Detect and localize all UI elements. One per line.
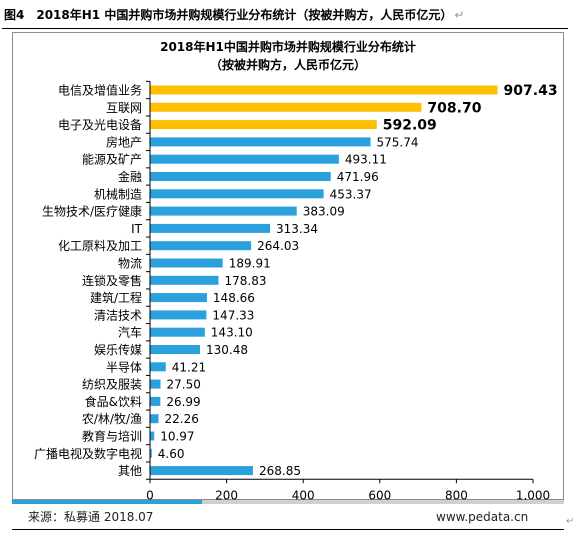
bar [150,327,205,337]
category-label: 清洁技术 [94,308,142,322]
bar [150,189,324,199]
bar [150,310,207,320]
source-band-accent [12,500,202,504]
bars-layer: 电信及增值业务 907.43 互联网 708.70 电子及光电设备 592.09 房地产 57… [34,83,558,479]
source-url: www.pedata.cn [436,510,529,524]
category-label: 其他 [118,464,142,478]
category-label: IT [131,222,143,236]
category-label: 房地产 [106,134,142,149]
category-label: 能源及矿产 [82,153,142,167]
x-tick-label: 400 [292,488,315,500]
caption-divider [2,28,568,29]
data-label: 268.85 [259,464,301,478]
data-label: 907.43 [504,83,558,99]
data-label: 383.09 [303,205,345,219]
data-label: 130.48 [206,343,248,357]
category-label: 物流 [118,257,142,271]
bar [150,379,161,389]
figure-caption-text: 图4 2018年H1 中国并购市场并购规模行业分布统计（按被并购方，人民币亿元） [4,8,453,22]
bar [150,414,159,424]
x-tick-label: 600 [368,488,391,500]
bar [150,172,331,181]
x-tick-label: 200 [215,488,238,500]
x-tick-label: 0 [146,488,154,500]
data-label: 148.66 [213,291,255,305]
source-band [202,500,564,504]
data-label: 708.70 [427,100,481,116]
data-label: 4.60 [158,447,185,461]
bar [150,396,161,406]
axis-layer: 0 200 400 600 800 1,000 [146,80,550,500]
category-label: 连锁及零售 [82,273,142,288]
data-label: 313.34 [276,222,318,236]
data-label: 493.11 [345,153,387,167]
category-label: 电信及增值业务 [58,83,142,98]
bar [150,223,271,233]
data-label: 453.37 [330,187,372,201]
data-label: 575.74 [377,135,419,149]
figure-caption: 图4 2018年H1 中国并购市场并购规模行业分布统计（按被并购方，人民币亿元）… [4,4,564,26]
bar [150,102,422,112]
category-label: 纺织及服装 [82,378,142,392]
chart-frame: 2018年H1中国并购市场并购规模行业分布统计 （按被并购方，人民币亿元） 电信… [12,32,564,500]
category-label: 汽车 [118,325,142,340]
category-label: 电子及光电设备 [58,118,142,132]
data-label: 143.10 [211,326,253,340]
data-label: 26.99 [166,395,200,409]
category-label: 建筑/工程 [90,290,142,305]
category-label: 机械制造 [94,186,142,201]
bar [150,362,166,372]
bottom-divider [12,529,564,530]
category-label: 娱乐传媒 [94,342,142,357]
data-label: 147.33 [212,308,254,322]
bar [150,241,252,251]
data-label: 189.91 [229,257,271,271]
data-label: 178.83 [224,274,266,288]
bar [150,85,498,95]
bar-chart: 2018年H1中国并购市场并购规模行业分布统计 （按被并购方，人民币亿元） 电信… [12,32,564,500]
category-label: 生物技术/医疗健康 [42,204,142,219]
category-label: 化工原料及加工 [58,239,142,253]
x-tick-label: 800 [445,488,468,500]
data-label: 264.03 [257,239,299,253]
x-tick-label: 1,000 [516,488,550,500]
bar [150,120,377,130]
bar [150,448,152,458]
data-label: 592.09 [383,118,437,134]
bar [150,275,219,285]
data-label: 27.50 [167,378,201,392]
bar [150,137,371,147]
data-label: 41.21 [172,360,206,374]
category-label: 广播电视及数字电视 [34,446,142,461]
bar [150,258,223,268]
category-label: 食品&饮料 [85,394,142,409]
bar [150,206,297,216]
category-label: 互联网 [106,101,142,115]
bar [150,293,207,303]
data-label: 22.26 [165,412,199,426]
chart-subtitle: （按被并购方，人民币亿元） [210,57,366,72]
paragraph-mark-icon: ↵ [566,516,575,527]
category-label: 金融 [118,169,142,184]
paragraph-mark-icon: ↵ [454,8,465,22]
chart-title: 2018年H1中国并购市场并购规模行业分布统计 [160,39,416,54]
bar [150,466,253,476]
bar [150,154,339,164]
category-label: 农/林/牧/渔 [82,412,142,426]
source-label: 来源：私募通 2018.07 [28,510,154,524]
category-label: 半导体 [106,360,142,374]
data-label: 471.96 [337,170,379,184]
bar [150,431,155,441]
data-label: 10.97 [160,430,194,444]
category-label: 教育与培训 [82,429,142,444]
bar [150,345,200,354]
